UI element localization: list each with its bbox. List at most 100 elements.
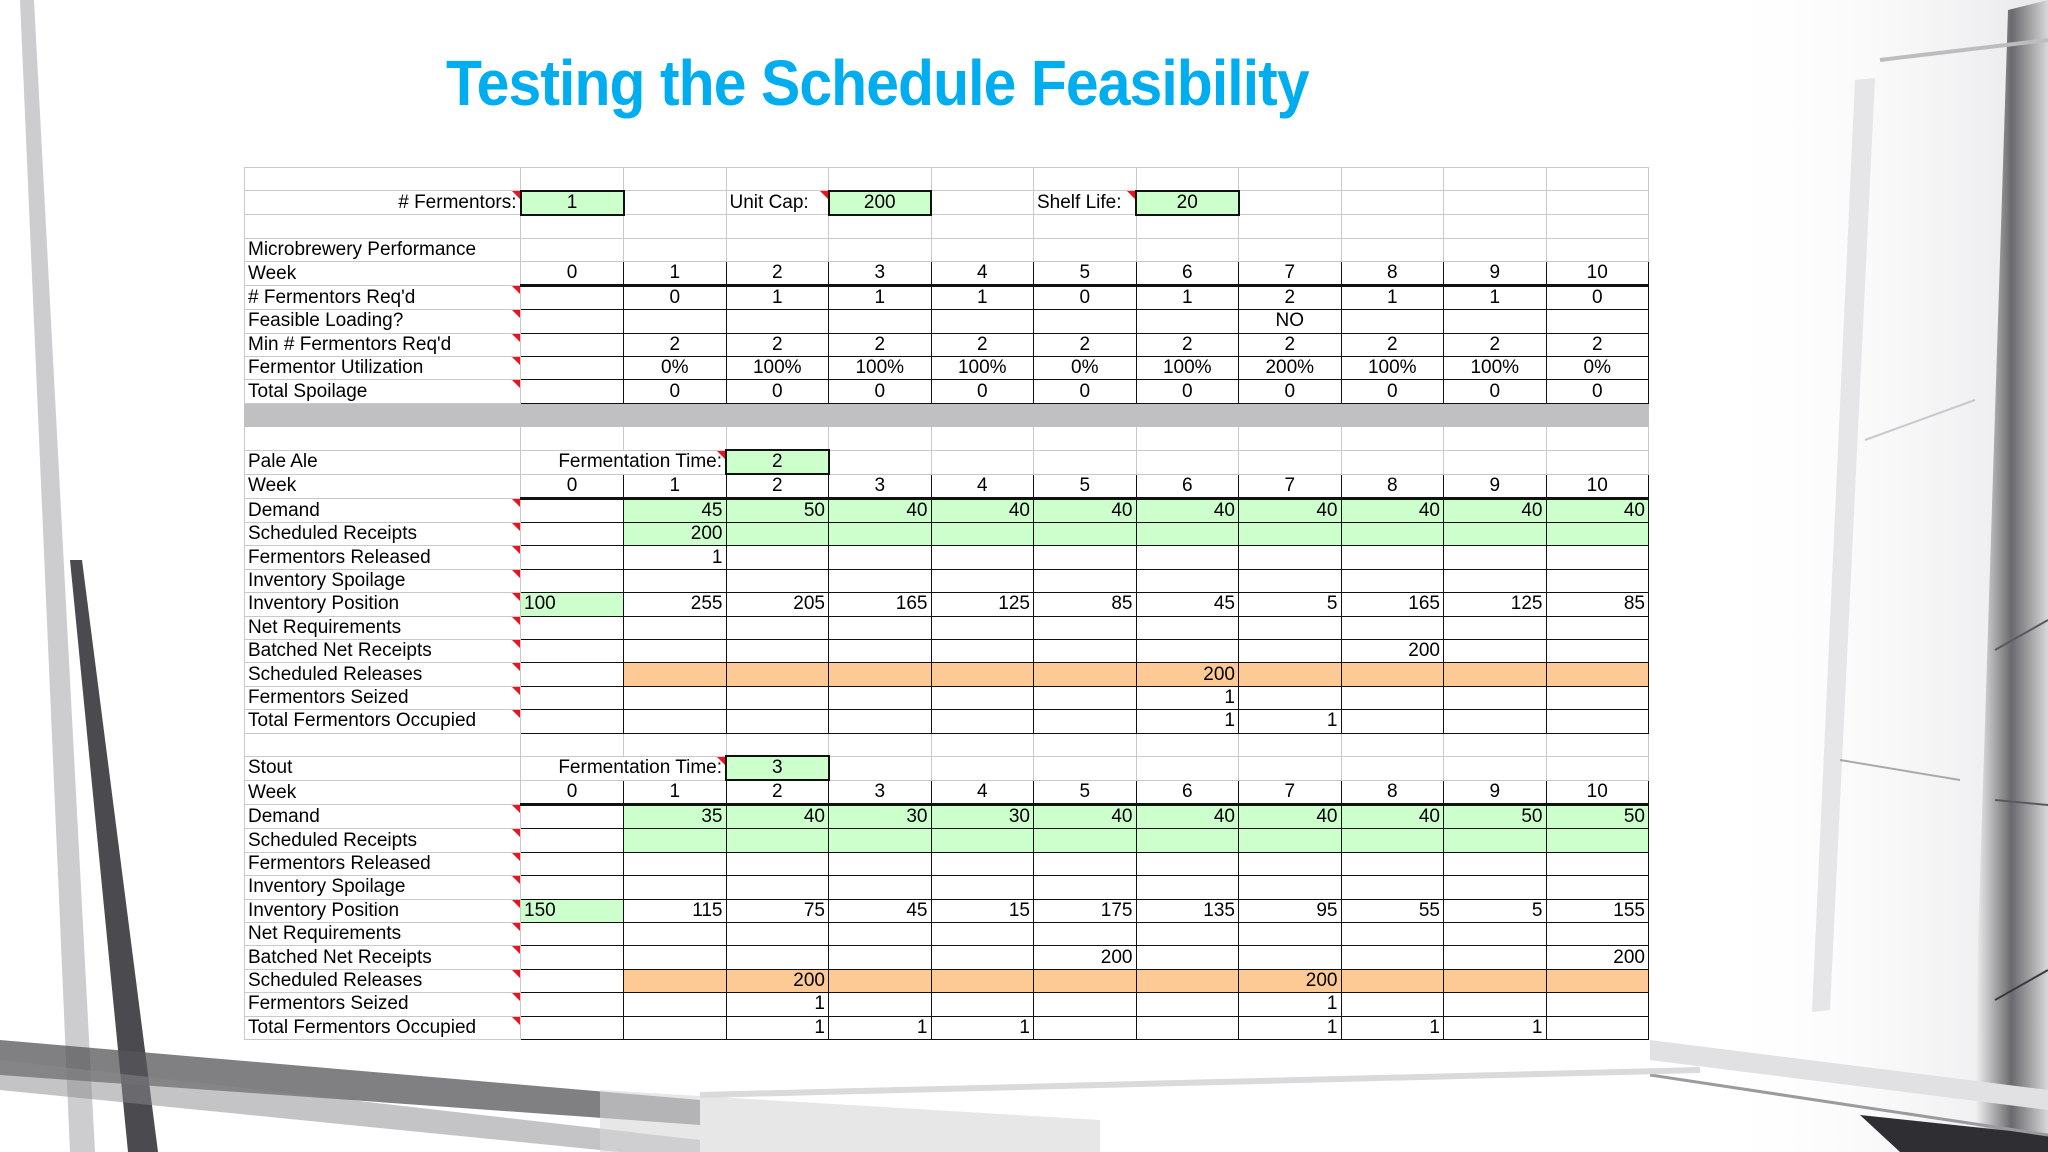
data-cell[interactable]: 155 xyxy=(1545,898,1649,923)
data-cell[interactable]: 1 xyxy=(1238,709,1342,734)
data-cell[interactable] xyxy=(1135,309,1239,334)
data-cell[interactable] xyxy=(1033,685,1137,711)
empty-cell[interactable] xyxy=(1238,237,1342,263)
empty-cell[interactable] xyxy=(1340,214,1444,239)
data-cell[interactable]: 0 xyxy=(623,379,727,404)
data-cell[interactable] xyxy=(1443,875,1547,900)
empty-cell[interactable] xyxy=(725,237,829,263)
data-cell[interactable]: 205 xyxy=(725,592,829,617)
empty-cell[interactable] xyxy=(1135,449,1239,475)
data-cell[interactable]: 0 xyxy=(930,379,1034,404)
data-cell[interactable]: 75 xyxy=(725,898,829,923)
data-cell[interactable] xyxy=(520,828,624,853)
data-cell[interactable] xyxy=(1545,828,1649,853)
data-cell[interactable]: 40 xyxy=(725,804,829,830)
data-cell[interactable]: 40 xyxy=(1545,498,1649,524)
empty-cell[interactable] xyxy=(930,190,1034,216)
data-cell[interactable] xyxy=(1340,709,1444,734)
empty-cell[interactable] xyxy=(1443,755,1547,781)
data-cell[interactable]: 1 xyxy=(1238,992,1342,1017)
empty-cell[interactable] xyxy=(1135,237,1239,263)
data-cell[interactable] xyxy=(930,309,1034,334)
data-cell[interactable]: 200 xyxy=(1340,638,1444,664)
data-cell[interactable] xyxy=(1135,968,1239,994)
data-cell[interactable] xyxy=(1238,522,1342,547)
data-cell[interactable]: 1 xyxy=(1238,1015,1342,1040)
data-cell[interactable] xyxy=(828,522,932,547)
data-cell[interactable]: 2 xyxy=(1238,332,1342,357)
data-cell[interactable] xyxy=(623,875,727,900)
data-cell[interactable]: 45 xyxy=(828,898,932,923)
data-cell[interactable]: 40 xyxy=(1033,804,1137,830)
data-cell[interactable] xyxy=(1545,545,1649,570)
data-cell[interactable] xyxy=(1443,662,1547,687)
fermentors-input[interactable]: 1 xyxy=(519,189,625,216)
data-cell[interactable] xyxy=(828,545,932,570)
data-cell[interactable] xyxy=(1443,968,1547,994)
empty-cell[interactable] xyxy=(1033,214,1137,239)
data-cell[interactable]: 1 xyxy=(725,285,829,311)
empty-cell[interactable] xyxy=(828,237,932,263)
data-cell[interactable] xyxy=(828,309,932,334)
data-cell[interactable] xyxy=(520,522,624,547)
empty-cell[interactable] xyxy=(930,214,1034,239)
data-cell[interactable] xyxy=(520,1015,624,1040)
data-cell[interactable]: 150 xyxy=(520,898,624,923)
data-cell[interactable] xyxy=(725,851,829,877)
empty-cell[interactable] xyxy=(1443,166,1547,192)
data-cell[interactable] xyxy=(725,309,829,334)
empty-cell[interactable] xyxy=(1545,426,1649,451)
empty-cell[interactable] xyxy=(1238,426,1342,451)
data-cell[interactable] xyxy=(725,921,829,947)
data-cell[interactable]: 0% xyxy=(623,355,727,381)
data-cell[interactable] xyxy=(725,945,829,970)
data-cell[interactable] xyxy=(725,638,829,664)
data-cell[interactable]: 100% xyxy=(930,355,1034,381)
data-cell[interactable] xyxy=(1238,828,1342,853)
data-cell[interactable] xyxy=(1340,828,1444,853)
data-cell[interactable] xyxy=(725,662,829,687)
data-cell[interactable] xyxy=(1545,309,1649,334)
data-cell[interactable] xyxy=(828,568,932,594)
data-cell[interactable] xyxy=(623,945,727,970)
data-cell[interactable]: 2 xyxy=(623,332,727,357)
empty-cell[interactable] xyxy=(1340,237,1444,263)
data-cell[interactable]: 1 xyxy=(1135,685,1239,711)
data-cell[interactable] xyxy=(828,875,932,900)
data-cell[interactable]: 1 xyxy=(725,992,829,1017)
data-cell[interactable] xyxy=(1135,522,1239,547)
data-cell[interactable] xyxy=(1545,638,1649,664)
data-cell[interactable]: 40 xyxy=(1443,498,1547,524)
data-cell[interactable] xyxy=(828,851,932,877)
empty-cell[interactable] xyxy=(1545,732,1649,757)
empty-cell[interactable] xyxy=(1135,426,1239,451)
data-cell[interactable] xyxy=(520,615,624,640)
data-cell[interactable] xyxy=(1033,1015,1137,1040)
empty-cell[interactable] xyxy=(930,237,1034,263)
empty-cell[interactable] xyxy=(1545,449,1649,475)
data-cell[interactable]: 100 xyxy=(520,592,624,617)
data-cell[interactable] xyxy=(1033,309,1137,334)
data-cell[interactable] xyxy=(1135,638,1239,664)
data-cell[interactable] xyxy=(725,709,829,734)
empty-cell[interactable] xyxy=(930,426,1034,451)
empty-cell[interactable] xyxy=(1135,214,1239,239)
data-cell[interactable] xyxy=(1033,828,1137,853)
empty-cell[interactable] xyxy=(1340,755,1444,781)
data-cell[interactable] xyxy=(828,615,932,640)
data-cell[interactable]: 0 xyxy=(1238,379,1342,404)
data-cell[interactable] xyxy=(930,875,1034,900)
data-cell[interactable] xyxy=(1545,522,1649,547)
data-cell[interactable] xyxy=(1135,921,1239,947)
data-cell[interactable] xyxy=(520,355,624,381)
data-cell[interactable]: 40 xyxy=(1340,498,1444,524)
data-cell[interactable] xyxy=(1545,968,1649,994)
data-cell[interactable] xyxy=(1443,309,1547,334)
empty-cell[interactable] xyxy=(828,732,932,757)
data-cell[interactable] xyxy=(623,992,727,1017)
data-cell[interactable] xyxy=(1443,545,1547,570)
data-cell[interactable] xyxy=(1033,662,1137,687)
data-cell[interactable] xyxy=(1545,615,1649,640)
empty-cell[interactable] xyxy=(725,426,829,451)
data-cell[interactable]: 0 xyxy=(623,285,727,311)
